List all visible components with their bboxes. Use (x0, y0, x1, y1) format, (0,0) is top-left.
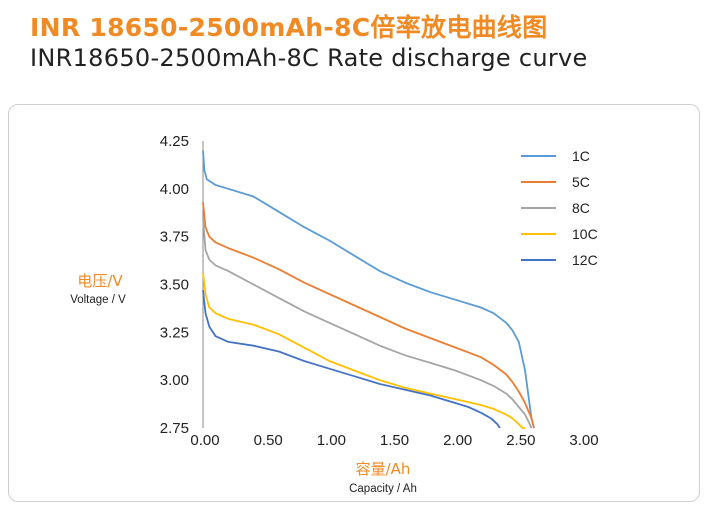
series-line-12c (202, 290, 501, 429)
series-line-8c (202, 217, 533, 429)
legend-label-8c: 8C (572, 200, 590, 216)
y-tick-label: 3.00 (160, 372, 189, 389)
legend-label-10c: 10C (572, 226, 598, 242)
y-tick-label: 2.75 (160, 420, 189, 437)
y-axis-label-en: Voltage / V (70, 294, 126, 306)
x-axis-label-en: Capacity / Ah (349, 483, 417, 495)
x-tick-label: 0.50 (254, 432, 283, 449)
x-tick-label: 1.00 (317, 432, 346, 449)
x-axis-label-cn: 容量/Ah (356, 460, 411, 478)
series-line-1c (202, 150, 535, 429)
y-tick-label: 3.25 (160, 324, 189, 341)
legend-label-1c: 1C (572, 148, 590, 164)
x-tick-label: 0.00 (190, 432, 219, 449)
chart-title-en: INR18650-2500mAh-8C Rate discharge curve (30, 44, 588, 72)
series-lines (202, 150, 535, 429)
legend-label-12c: 12C (572, 252, 598, 268)
y-tick-label: 4.00 (160, 181, 189, 198)
y-axis-label-cn: 电压/V (77, 272, 123, 290)
legend-label-5c: 5C (572, 174, 590, 190)
y-tick-label: 3.75 (160, 229, 189, 246)
x-tick-label: 3.00 (569, 432, 598, 449)
legend: 1C 5C 8C 10C 12C (521, 148, 598, 268)
chart-frame (8, 104, 700, 502)
series-line-5c (202, 202, 535, 429)
x-tick-label: 1.50 (380, 432, 409, 449)
chart-title-cn: INR 18650-2500mAh-8C倍率放电曲线图 (30, 13, 548, 42)
x-tick-labels: 0.00 0.50 1.00 1.50 2.00 2.50 3.00 (190, 432, 598, 449)
y-tick-labels: 4.25 4.00 3.75 3.50 3.25 3.00 2.75 (160, 133, 189, 437)
series-line-10c (202, 272, 526, 429)
y-tick-label: 3.50 (160, 277, 189, 294)
x-tick-label: 2.50 (506, 432, 535, 449)
x-tick-label: 2.00 (443, 432, 472, 449)
y-tick-label: 4.25 (160, 133, 189, 150)
